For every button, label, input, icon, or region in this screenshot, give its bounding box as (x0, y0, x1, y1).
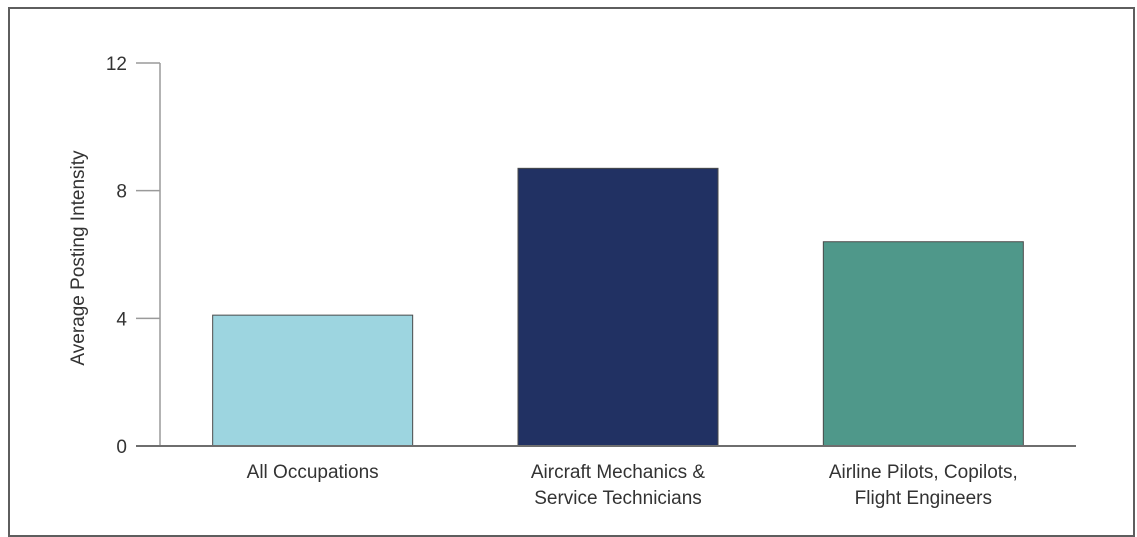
y-tick-label: 8 (116, 182, 127, 203)
bar-3 (822, 241, 1024, 447)
x-category-label: Airline Pilots, Copilots, Flight Engineer… (829, 462, 1018, 509)
x-category-label: All Occupations (247, 462, 379, 483)
y-axis-title: Average Posting Intensity (68, 150, 89, 366)
bar-2 (517, 167, 719, 447)
bar-1 (212, 314, 414, 447)
x-category-label: Aircraft Mechanics & Service Technicians (531, 462, 706, 509)
y-tick-label: 4 (116, 309, 127, 330)
y-tick-label: 12 (106, 54, 127, 75)
y-tick-label: 0 (116, 437, 127, 458)
